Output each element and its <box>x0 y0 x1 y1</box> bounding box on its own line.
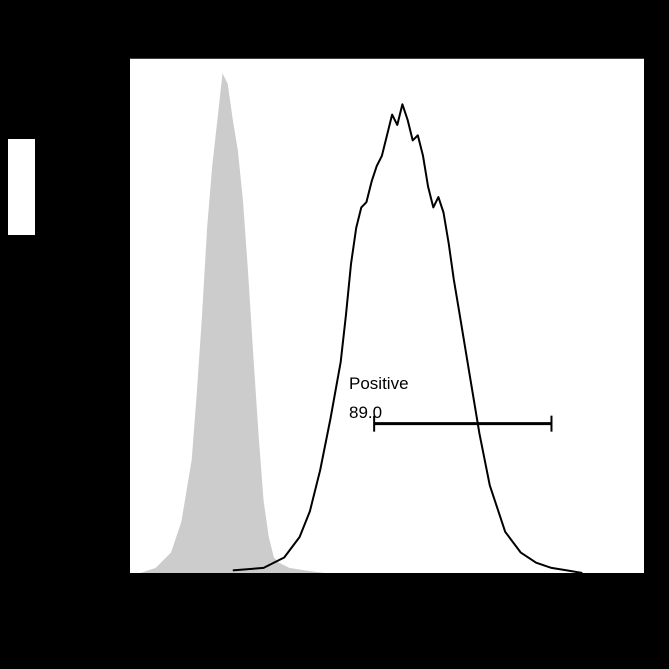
sample-histogram-line <box>232 103 583 574</box>
series-layer <box>140 73 583 574</box>
side-label-box <box>8 139 35 235</box>
control-histogram-fill <box>140 73 326 574</box>
gate-layer: Positive 89.0 <box>349 374 553 432</box>
gate-percentage: 89.0 <box>349 403 382 422</box>
gate-label: Positive <box>349 374 409 393</box>
